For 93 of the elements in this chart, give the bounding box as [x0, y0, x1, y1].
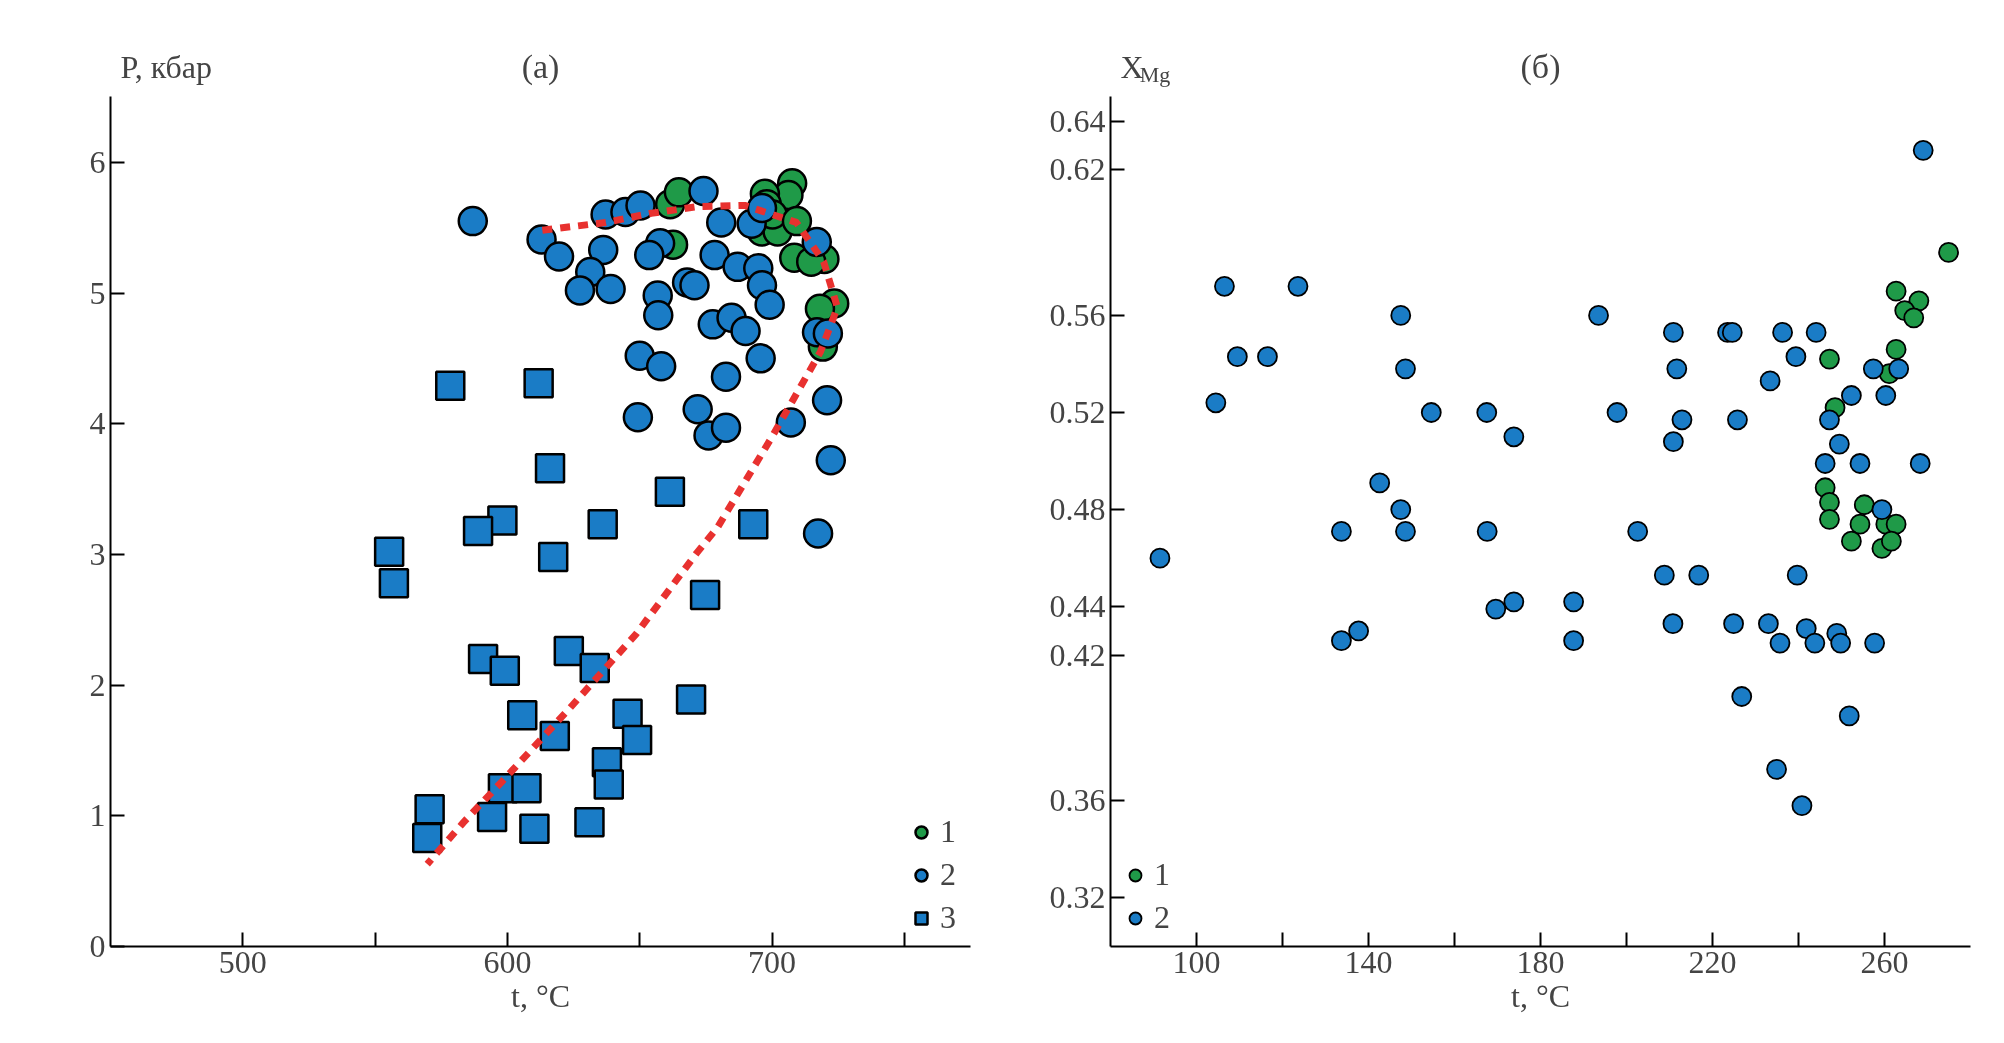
point: [738, 509, 769, 540]
point: [587, 234, 619, 266]
point: [587, 509, 618, 540]
x-tick-label: 600: [483, 943, 532, 980]
y-tick-label: 0.36: [1049, 782, 1106, 819]
point: [519, 813, 550, 845]
point: [699, 239, 730, 271]
legend-label: 1: [940, 813, 957, 850]
point: [414, 794, 445, 825]
point: [682, 394, 713, 425]
y-tick-label: 5: [89, 274, 106, 311]
point: [511, 773, 542, 804]
point: [643, 300, 674, 331]
y-tick-label: 1: [89, 797, 106, 834]
chart-title: (а): [521, 48, 560, 87]
y-tick-label: 4: [89, 405, 106, 442]
legend-label: 3: [940, 899, 957, 936]
point: [457, 205, 489, 237]
point: [730, 315, 761, 347]
point: [815, 445, 847, 476]
y-tick-label: 0.52: [1049, 394, 1106, 430]
point: [688, 175, 719, 207]
point: [654, 476, 686, 507]
point: [754, 289, 785, 320]
y-tick-label: 0.32: [1049, 879, 1106, 916]
point: [1903, 307, 1925, 329]
point: [710, 412, 742, 443]
x-tick-label: 140: [1344, 943, 1393, 980]
point: [593, 769, 625, 800]
point: [1880, 530, 1902, 552]
point: [489, 655, 521, 686]
x-tick-label: 100: [1172, 943, 1221, 980]
point: [1819, 348, 1840, 370]
point: [1885, 513, 1907, 535]
point: [689, 579, 721, 611]
point: [622, 401, 654, 433]
y-tick-label: 0.44: [1049, 588, 1106, 625]
legend-label: 2: [940, 856, 957, 893]
y-tick-label: 3: [89, 535, 106, 572]
y-tick-label: 0.42: [1049, 636, 1106, 673]
point: [595, 273, 626, 305]
y-tick-label: 0.64: [1049, 102, 1106, 139]
y-tick-label: 0.62: [1049, 151, 1106, 188]
point: [802, 518, 834, 549]
y-tick-label: 2: [89, 666, 106, 703]
point: [574, 807, 605, 838]
y-tick-label: 0.48: [1049, 491, 1106, 528]
x-tick-label: 220: [1688, 943, 1737, 980]
point: [462, 515, 494, 547]
point: [543, 241, 575, 272]
x-tick-label: 500: [218, 943, 267, 980]
point: [1819, 491, 1840, 513]
point: [1938, 241, 1959, 263]
point: [373, 536, 405, 568]
point: [564, 275, 596, 306]
point: [705, 207, 737, 238]
point: [534, 452, 566, 484]
point: [435, 370, 466, 402]
point: [1840, 530, 1862, 552]
y-tick-label: 6: [89, 143, 106, 180]
x-tick-label: 260: [1860, 943, 1909, 980]
point: [553, 635, 585, 667]
x-axis-title: t, °C: [1510, 977, 1571, 1014]
point: [621, 724, 653, 756]
x-tick-label: 180: [1516, 943, 1565, 980]
point: [710, 361, 742, 392]
point: [506, 699, 538, 731]
point: [378, 567, 410, 599]
point: [1885, 339, 1907, 360]
point: [679, 269, 710, 301]
point: [612, 698, 643, 730]
point: [476, 801, 508, 833]
x-axis-title: t, °C: [510, 977, 571, 1014]
legend-label: 1: [1154, 856, 1171, 893]
point: [1853, 494, 1875, 516]
point: [634, 239, 665, 271]
point: [663, 177, 695, 208]
y-axis-title: P, кбар: [120, 48, 212, 85]
point: [523, 367, 554, 399]
point: [411, 822, 443, 854]
y-tick-label: 0.56: [1049, 296, 1106, 333]
point: [1885, 280, 1907, 302]
point: [745, 343, 776, 374]
point: [1849, 513, 1871, 535]
x-tick-label: 700: [748, 943, 797, 980]
chart-title: (б): [1520, 48, 1561, 87]
y-tick-label: 0: [89, 928, 106, 964]
point: [537, 541, 569, 573]
legend-label: 2: [1154, 899, 1171, 936]
point: [645, 350, 677, 382]
point: [675, 684, 707, 715]
point: [1819, 508, 1840, 530]
point: [811, 384, 843, 416]
